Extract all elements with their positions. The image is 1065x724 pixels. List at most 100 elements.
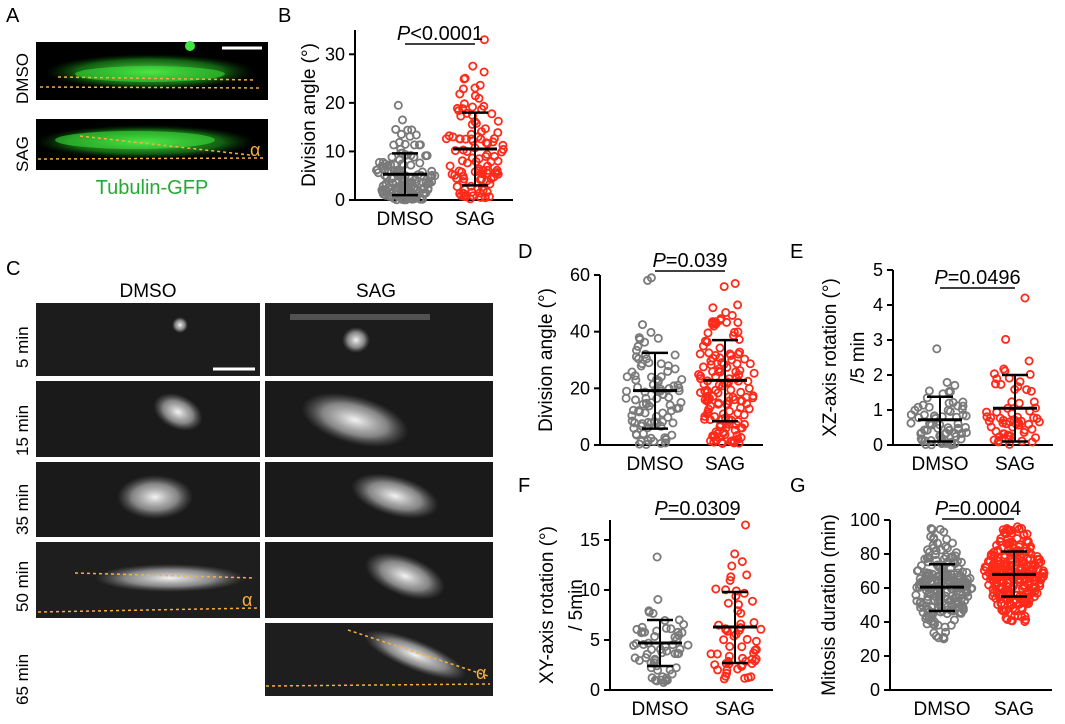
- chart-d-point-sag: [715, 343, 725, 353]
- chart-d-point-dmso: [621, 393, 631, 403]
- panel-c-row-label-5min: 5 min: [13, 326, 32, 368]
- chart-d-point-sag: [721, 307, 731, 317]
- chart-g-point-dmso: [956, 572, 966, 582]
- panel-c-line-sag-65min-1: [347, 629, 489, 677]
- chart-g-point-sag: [985, 556, 995, 566]
- chart-g-point-dmso: [931, 546, 941, 556]
- chart-b-point-sag: [493, 116, 503, 126]
- panel-c-line-dmso-50min-2: [37, 607, 259, 613]
- chart-g-x-tick-label: SAG: [994, 699, 1034, 720]
- chart-f-x-tick-label: SAG: [715, 699, 755, 720]
- chart-f-point-dmso: [670, 649, 680, 659]
- chart-b-point-sag: [480, 193, 490, 203]
- chart-g-point-dmso: [953, 556, 963, 566]
- chart-g-point-dmso: [916, 603, 926, 613]
- chart-g-point-sag: [1014, 524, 1024, 534]
- chart-d-point-dmso: [637, 419, 647, 429]
- chart-b-point-sag: [485, 179, 495, 189]
- chart-d-point-dmso: [634, 354, 644, 364]
- chart-g-y-tick-label: 40: [860, 612, 880, 632]
- chart-b-point-sag: [452, 182, 462, 192]
- chart-d-point-dmso: [641, 393, 651, 403]
- chart-f-point-sag: [742, 570, 752, 580]
- chart-d-point-dmso: [666, 406, 676, 416]
- panel-c-blob-sag-15min: [301, 392, 409, 448]
- chart-d-point-sag: [733, 408, 743, 418]
- chart-e-point-sag: [982, 412, 992, 422]
- chart-f-point-dmso: [652, 552, 662, 562]
- chart-f-point-sag: [722, 668, 732, 678]
- chart-b-point-sag: [487, 109, 497, 119]
- chart-f-point-dmso: [644, 606, 654, 616]
- chart-f-point-dmso: [647, 645, 657, 655]
- chart-b-p-value: P<0.0001: [397, 23, 483, 45]
- chart-f-point-sag: [710, 660, 720, 670]
- chart-d-point-dmso: [638, 320, 648, 330]
- chart-d-point-sag: [745, 359, 755, 369]
- chart-b-y-label: Division angle (°): [299, 43, 320, 187]
- chart-f-point-dmso: [630, 653, 640, 663]
- chart-g-point-dmso: [949, 615, 959, 625]
- chart-f-point-sag: [739, 588, 749, 598]
- chart-d-y-tick-label: 0: [580, 435, 590, 455]
- chart-e-point-sag: [1001, 334, 1011, 344]
- chart-d-y-label: Division angle (°): [536, 288, 557, 432]
- chart-f-point-sag: [742, 634, 752, 644]
- chart-d-point-dmso: [646, 433, 656, 443]
- panel-a: DMSO SAG α Tubulin-GFP: [13, 41, 268, 199]
- chart-b-point-sag: [454, 134, 464, 144]
- chart-d-point-dmso: [656, 359, 666, 369]
- chart-e-point-dmso: [906, 418, 916, 428]
- chart-g-point-dmso: [920, 554, 930, 564]
- chart-b-x-tick-label: DMSO: [377, 209, 434, 230]
- chart-b-point-sag: [483, 161, 493, 171]
- chart-f-point-dmso: [674, 649, 684, 659]
- panel-c-blob-dmso-15min: [153, 393, 203, 431]
- chart-b-point-sag: [450, 170, 460, 180]
- chart-b-point-dmso: [393, 100, 403, 110]
- chart-e-point-sag: [998, 415, 1008, 425]
- chart-f-point-sag: [731, 629, 741, 639]
- chart-e-point-sag: [1029, 413, 1039, 423]
- chart-d-point-dmso: [663, 412, 673, 422]
- chart-d-point-sag: [736, 396, 746, 406]
- chart-f-y-tick-label: 15: [580, 530, 600, 550]
- chart-d-point-sag: [744, 383, 754, 393]
- chart-g-y-tick-label: 80: [860, 544, 880, 564]
- chart-f-point-sag: [725, 576, 735, 586]
- chart-d-point-dmso: [657, 417, 667, 427]
- chart-g-point-dmso: [940, 622, 950, 632]
- panel-c-image-dmso-5min: [36, 303, 260, 376]
- chart-e-point-sag: [991, 379, 1001, 389]
- chart-g-point-sag: [1017, 556, 1027, 566]
- chart-d-point-sag: [711, 435, 721, 445]
- panel-a-cell-core-sag: [55, 131, 215, 149]
- chart-b-point-sag: [498, 140, 508, 150]
- chart-d-point-sag: [744, 404, 754, 414]
- chart-g-point-dmso: [935, 524, 945, 534]
- chart-d-point-sag: [715, 353, 725, 363]
- chart-g-point-sag: [986, 551, 996, 561]
- panel-letter-e: E: [790, 241, 803, 263]
- chart-b-point-sag: [450, 146, 460, 156]
- chart-g-point-dmso: [929, 534, 939, 544]
- chart-f-point-sag: [746, 672, 756, 682]
- chart-b-point-sag: [452, 103, 462, 113]
- chart-d-point-sag: [719, 282, 729, 292]
- chart-f-point-sag: [711, 584, 721, 594]
- chart-b-point-dmso: [397, 115, 407, 125]
- chart-f-y-tick-label: 10: [580, 580, 600, 600]
- chart-d-point-sag: [710, 431, 720, 441]
- chart-f-y-label: XY-axis rotation (°): [537, 526, 558, 684]
- chart-b-point-dmso: [400, 139, 410, 149]
- chart-g-point-dmso: [949, 594, 959, 604]
- chart-e-point-sag: [1015, 377, 1025, 387]
- panel-c-blob-sag-65min: [363, 630, 467, 680]
- chart-d-point-dmso: [658, 408, 668, 418]
- panel-c-blob-sag-50min: [364, 552, 446, 600]
- chart-e-point-sag: [1027, 437, 1037, 447]
- chart-e-point-dmso: [943, 423, 953, 433]
- panel-a-row-label-sag: SAG: [13, 136, 32, 172]
- chart-g-y-tick-label: 20: [860, 646, 880, 666]
- chart-g-point-dmso: [947, 573, 957, 583]
